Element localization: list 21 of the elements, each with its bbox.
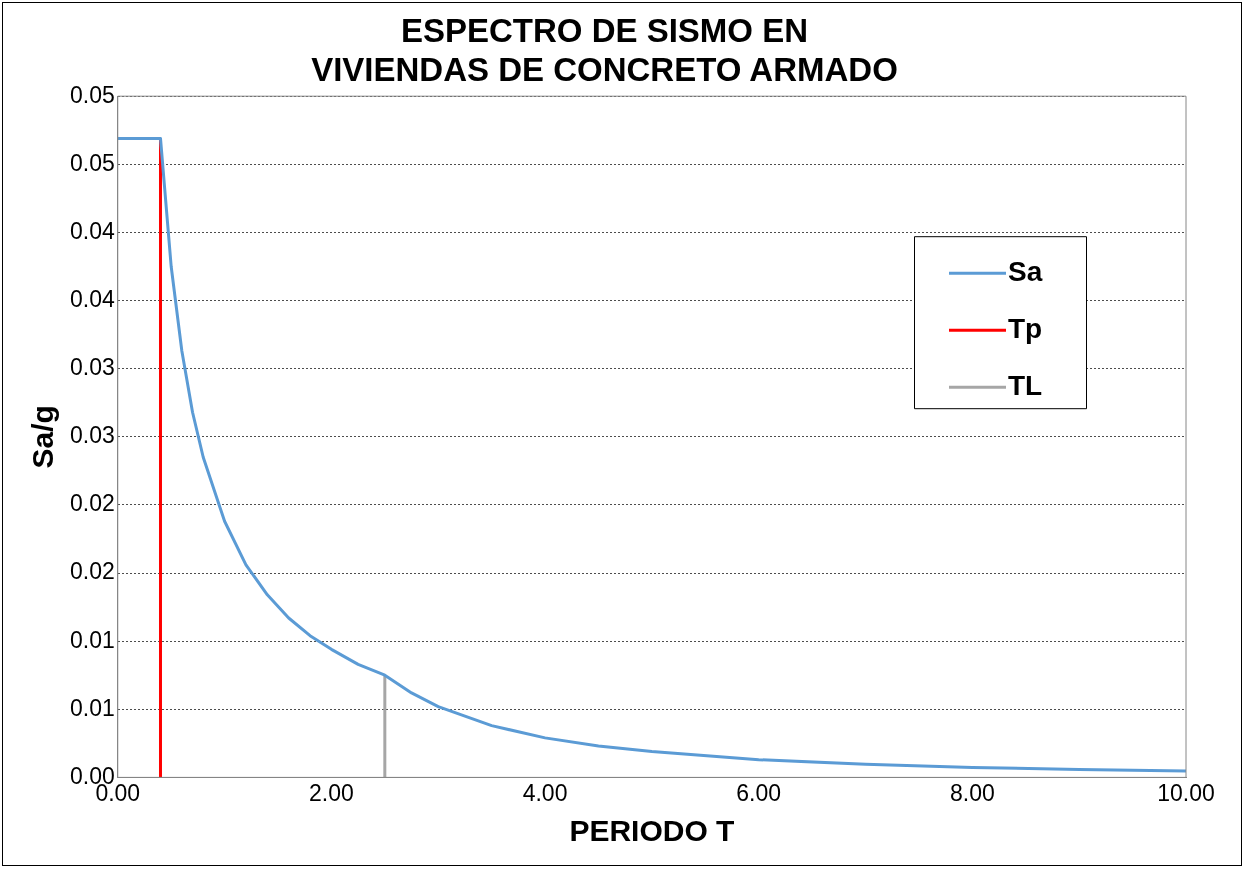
x-tick-label: 4.00 [522,779,568,806]
y-tick-label: 0.03 [70,354,115,381]
y-tick-label: 0.02 [70,558,115,585]
y-tick-label: 0.01 [70,626,115,653]
legend-label: Sa [1008,255,1043,287]
x-tick-label: 2.00 [309,779,354,806]
y-tick-label: 0.04 [70,217,115,244]
x-tick-label: 8.00 [949,779,995,806]
y-tick-label: 0.05 [70,149,115,176]
legend-label: Tp [1008,312,1043,344]
y-tick-label: 0.01 [70,694,115,721]
y-axis-title: Sa/g [26,405,60,469]
x-tick-label: 6.00 [736,779,782,806]
y-tick-label: 0.03 [70,422,115,449]
y-tick-label: 0.04 [70,285,115,312]
x-tick-label: 10.00 [1157,779,1215,806]
legend-label: TL [1008,369,1043,401]
y-tick-label: 0.02 [70,490,115,517]
chart-title: ESPECTRO DE SISMO EN VIVIENDAS DE CONCRETO ARMADO [311,11,898,89]
x-axis-title: PERIODO T [569,814,735,848]
y-tick-label: 0.05 [70,81,115,108]
